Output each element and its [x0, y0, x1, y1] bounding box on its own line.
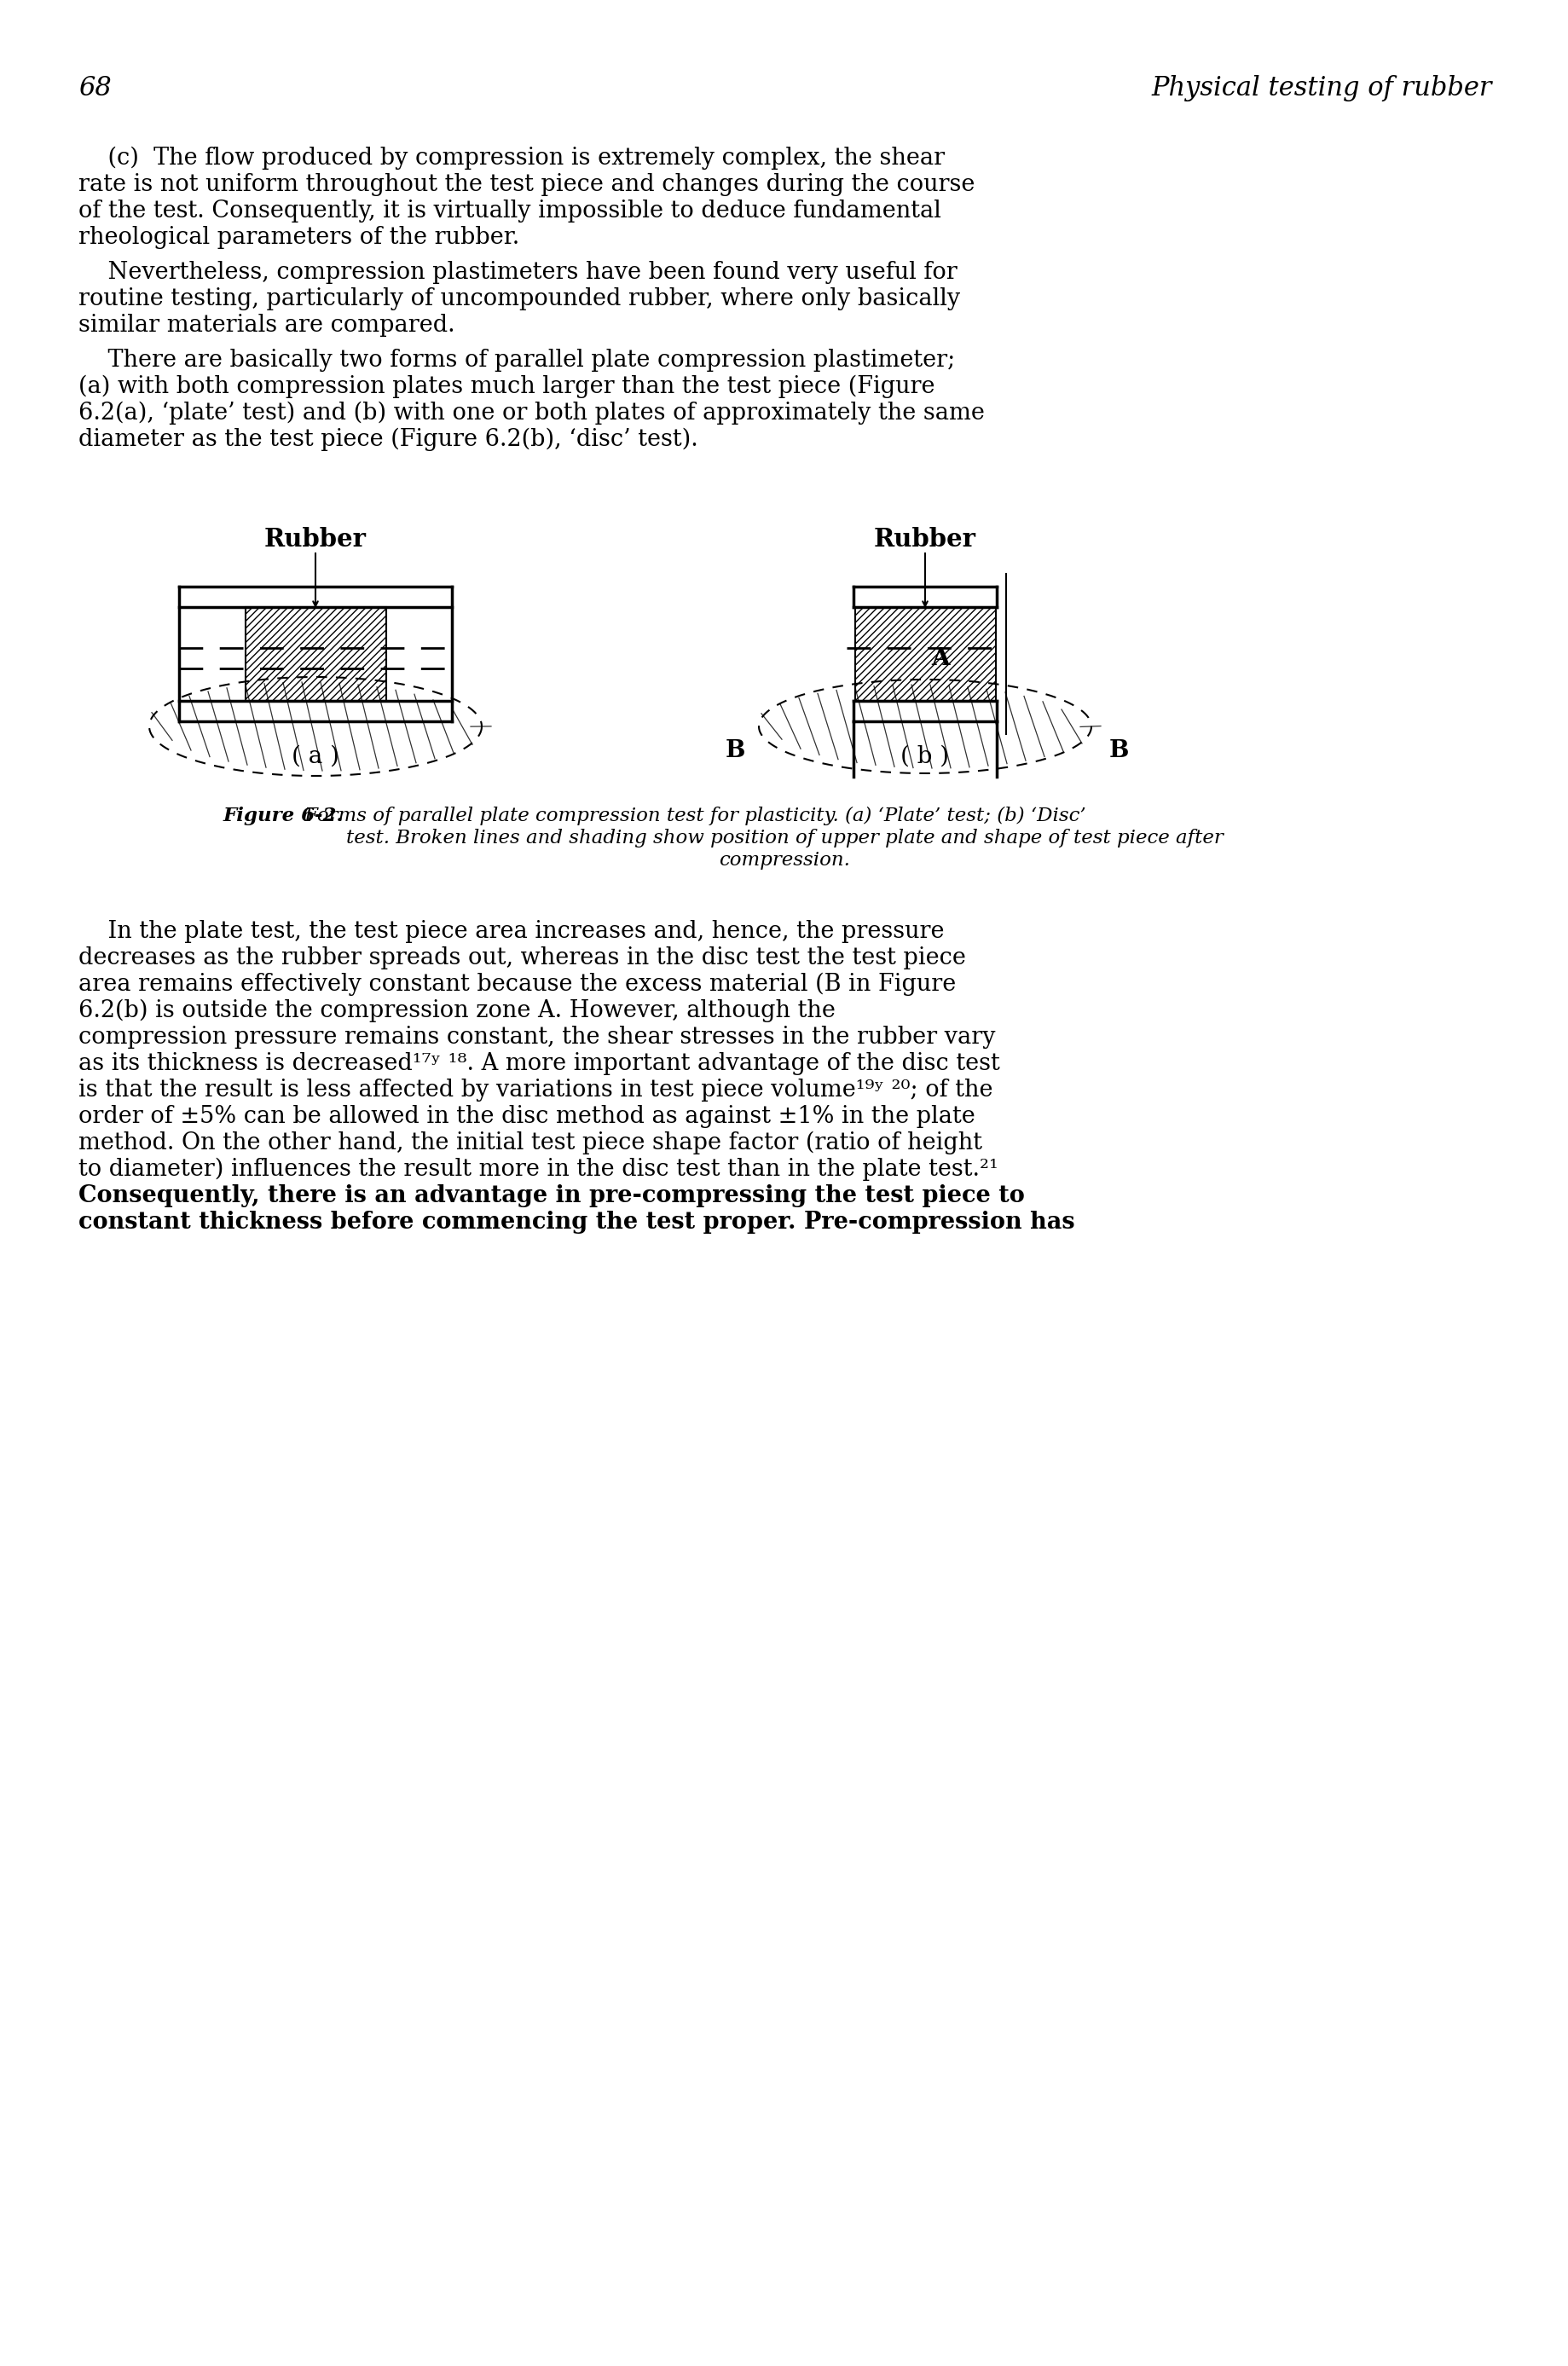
Text: Forms of parallel plate compression test for plasticity. (a) ‘Plate’ test; (b) ‘: Forms of parallel plate compression test… [298, 807, 1085, 826]
Text: Figure 6-2.: Figure 6-2. [223, 807, 343, 826]
Text: Consequently, there is an advantage in pre-compressing the test piece to: Consequently, there is an advantage in p… [78, 1185, 1024, 1207]
Text: There are basically two forms of parallel plate compression plastimeter;: There are basically two forms of paralle… [78, 348, 955, 371]
Text: routine testing, particularly of uncompounded rubber, where only basically: routine testing, particularly of uncompo… [78, 286, 960, 310]
Text: (c)  The flow produced by compression is extremely complex, the shear: (c) The flow produced by compression is … [78, 147, 944, 170]
Text: rheological parameters of the rubber.: rheological parameters of the rubber. [78, 225, 519, 248]
Text: 68: 68 [78, 76, 111, 102]
Text: ( b ): ( b ) [900, 745, 949, 769]
Text: order of ±5% can be allowed in the disc method as against ±1% in the plate: order of ±5% can be allowed in the disc … [78, 1105, 975, 1129]
Text: area remains effectively constant because the excess material (B in Figure: area remains effectively constant becaus… [78, 972, 955, 996]
Text: B: B [724, 738, 745, 762]
Bar [855, 608, 996, 700]
Text: as its thickness is decreased¹⁷ʸ ¹⁸. A more important advantage of the disc test: as its thickness is decreased¹⁷ʸ ¹⁸. A m… [78, 1053, 999, 1074]
Text: Rubber: Rubber [873, 528, 975, 551]
Text: of the test. Consequently, it is virtually impossible to deduce fundamental: of the test. Consequently, it is virtual… [78, 199, 941, 222]
Text: method. On the other hand, the initial test piece shape factor (ratio of height: method. On the other hand, the initial t… [78, 1131, 982, 1155]
Text: B: B [1109, 738, 1127, 762]
Text: rate is not uniform throughout the test piece and changes during the course: rate is not uniform throughout the test … [78, 173, 974, 196]
Text: constant thickness before commencing the test proper. Pre-compression has: constant thickness before commencing the… [78, 1211, 1074, 1233]
Text: In the plate test, the test piece area increases and, hence, the pressure: In the plate test, the test piece area i… [78, 920, 944, 944]
Text: compression pressure remains constant, the shear stresses in the rubber vary: compression pressure remains constant, t… [78, 1027, 996, 1048]
Text: Physical testing of rubber: Physical testing of rubber [1151, 76, 1491, 102]
Text: Nevertheless, compression plastimeters have been found very useful for: Nevertheless, compression plastimeters h… [78, 260, 956, 284]
Text: to diameter) influences the result more in the disc test than in the plate test.: to diameter) influences the result more … [78, 1157, 997, 1181]
Text: compression.: compression. [718, 852, 850, 871]
Text: (a) with both compression plates much larger than the test piece (Figure: (a) with both compression plates much la… [78, 376, 935, 397]
Text: decreases as the rubber spreads out, whereas in the disc test the test piece: decreases as the rubber spreads out, whe… [78, 946, 966, 970]
Text: test. Broken lines and shading show position of upper plate and shape of test pi: test. Broken lines and shading show posi… [345, 828, 1223, 847]
Text: Rubber: Rubber [263, 528, 367, 551]
Bar [246, 608, 386, 700]
Text: diameter as the test piece (Figure 6.2(b), ‘disc’ test).: diameter as the test piece (Figure 6.2(b… [78, 428, 698, 452]
Text: similar materials are compared.: similar materials are compared. [78, 315, 455, 336]
Text: A: A [931, 646, 949, 670]
Text: 6.2(a), ‘plate’ test) and (b) with one or both plates of approximately the same: 6.2(a), ‘plate’ test) and (b) with one o… [78, 402, 985, 426]
Text: ( a ): ( a ) [292, 745, 339, 769]
Text: 6.2(b) is outside the compression zone A. However, although the: 6.2(b) is outside the compression zone A… [78, 998, 836, 1022]
Text: is that the result is less affected by variations in test piece volume¹⁹ʸ ²⁰; of: is that the result is less affected by v… [78, 1079, 993, 1103]
